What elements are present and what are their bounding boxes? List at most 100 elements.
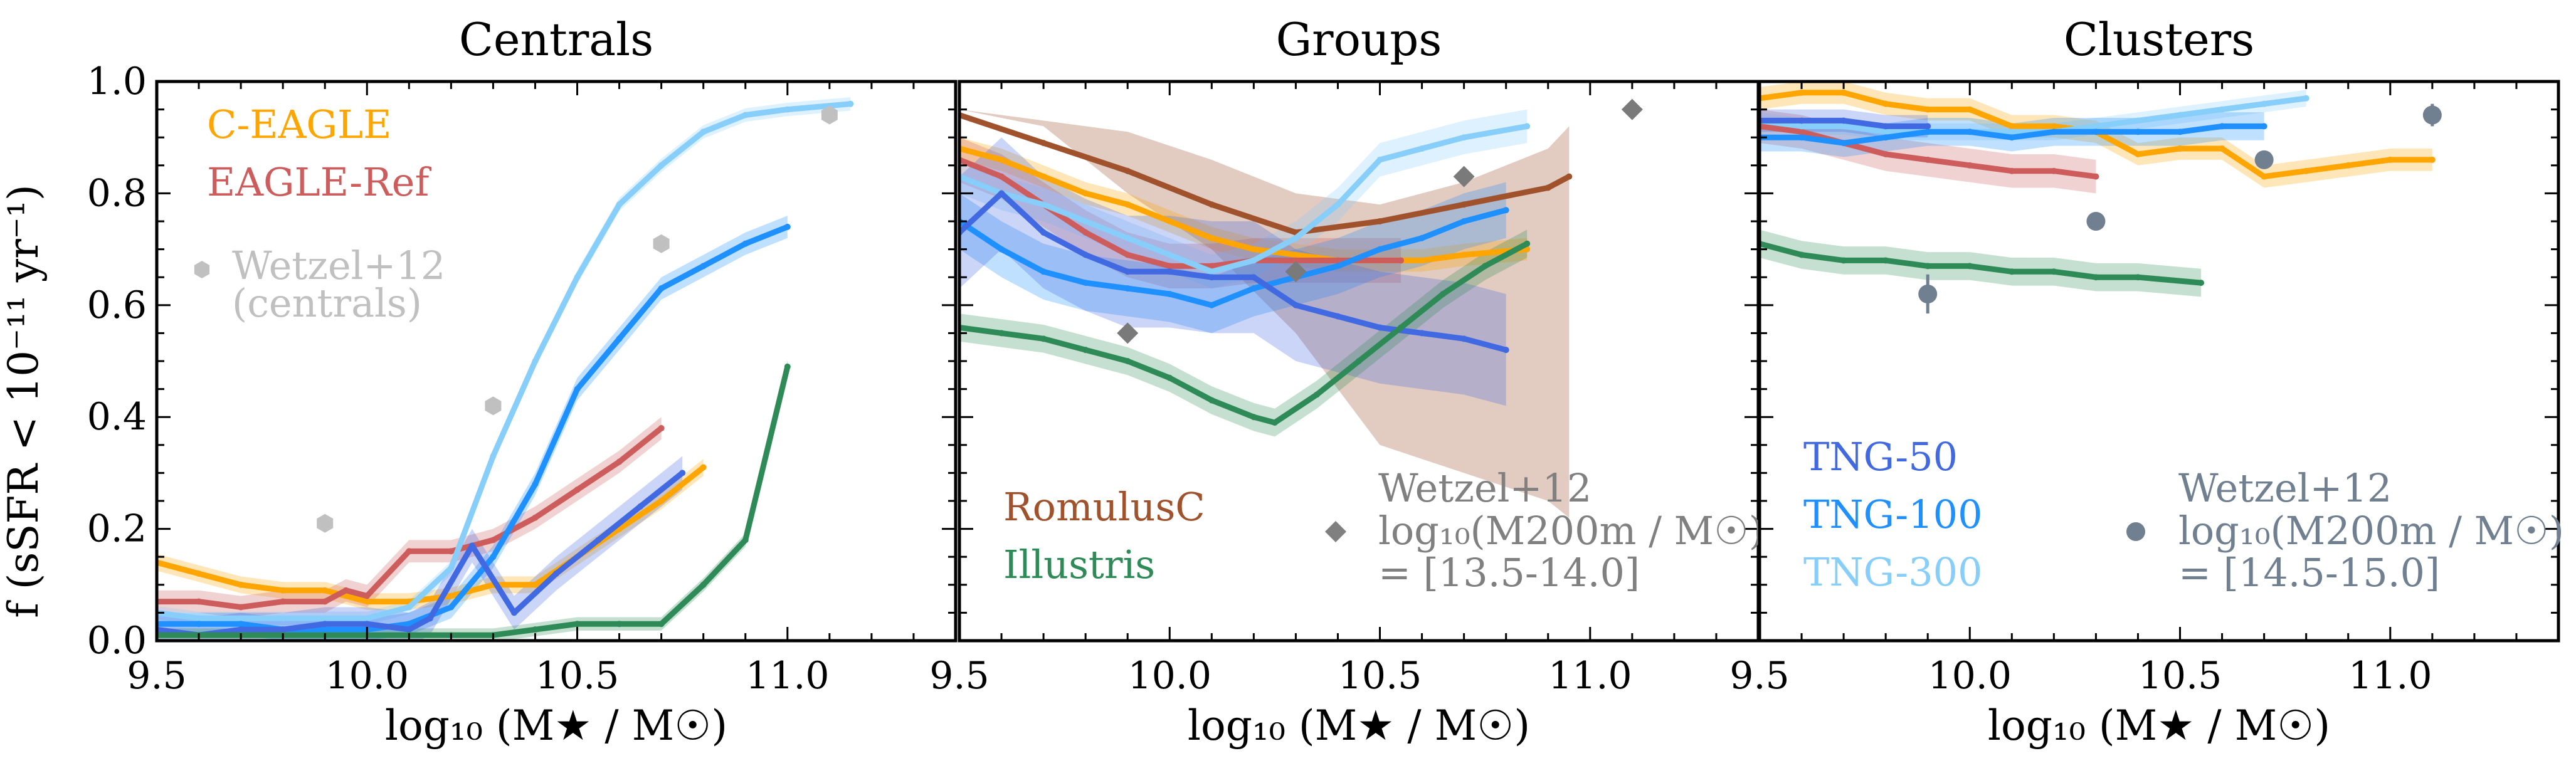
series-point bbox=[280, 626, 287, 633]
series-point bbox=[2261, 100, 2267, 107]
obs-point-diamond bbox=[1621, 98, 1643, 120]
series-point bbox=[1166, 268, 1173, 275]
series-point bbox=[1966, 106, 1973, 113]
series-point bbox=[1040, 201, 1047, 208]
series-point bbox=[1166, 374, 1173, 381]
series-point bbox=[742, 112, 749, 118]
series-point bbox=[1798, 89, 1805, 96]
series-point bbox=[1208, 397, 1215, 404]
series-point bbox=[1334, 263, 1341, 270]
series-point bbox=[1208, 268, 1215, 275]
plot-area bbox=[119, 97, 854, 641]
x-tick-label: 11.0 bbox=[1548, 654, 1632, 698]
series-point bbox=[2093, 274, 2099, 281]
series-point bbox=[532, 481, 539, 488]
series-point bbox=[658, 498, 665, 504]
obs-point-hexagon bbox=[317, 513, 334, 533]
series-point bbox=[2198, 280, 2205, 286]
obs-point-hexagon bbox=[485, 396, 502, 416]
series-point bbox=[998, 173, 1005, 180]
series-line-c-eagle bbox=[959, 145, 1528, 263]
series-point bbox=[700, 581, 707, 588]
series-point bbox=[1798, 251, 1805, 258]
series-point bbox=[1208, 234, 1215, 241]
series-point bbox=[238, 621, 245, 628]
series-point bbox=[1376, 246, 1383, 253]
series-band-eagle-ref bbox=[157, 417, 662, 619]
y-tick-label: 0.2 bbox=[87, 507, 147, 551]
obs-point-circle bbox=[2254, 150, 2274, 169]
series-point bbox=[1924, 106, 1931, 113]
series-point bbox=[1460, 218, 1467, 224]
series-line-tng-50 bbox=[157, 470, 685, 638]
series-point bbox=[2135, 274, 2141, 281]
series-point bbox=[1082, 229, 1089, 236]
series-point bbox=[2387, 156, 2394, 163]
series-point bbox=[679, 470, 686, 476]
obs-legend-marker bbox=[194, 261, 210, 278]
y-tick-label: 0.0 bbox=[87, 619, 147, 663]
series-point bbox=[2219, 106, 2225, 113]
obs-legend-sublabel: log₁₀(M200m / M☉) bbox=[1378, 508, 1764, 554]
series-point bbox=[2051, 167, 2057, 174]
series-point bbox=[700, 129, 707, 135]
series-point bbox=[2009, 134, 2015, 141]
series-point bbox=[784, 106, 791, 113]
series-point bbox=[1313, 391, 1320, 398]
panels-layer: Centrals 9.5 10.0 10.5 11.0 0.0 0.2 0.4 0.6 0.8 1.… bbox=[87, 13, 2564, 750]
y-axis-label: f (sSFR < 10⁻¹¹ yr⁻¹) bbox=[0, 184, 48, 618]
series-point bbox=[532, 514, 539, 521]
series-point bbox=[1924, 263, 1931, 270]
series-point bbox=[616, 201, 623, 208]
series-point bbox=[322, 598, 329, 605]
series-point bbox=[322, 615, 329, 622]
series-point bbox=[2219, 145, 2225, 152]
series-band-illustris bbox=[1760, 229, 2202, 297]
series-point bbox=[2135, 150, 2141, 157]
x-tick-label: 10.0 bbox=[1928, 654, 2012, 698]
series-point bbox=[2177, 129, 2183, 135]
series-point bbox=[1440, 290, 1447, 297]
series-point bbox=[2219, 123, 2225, 130]
series-point bbox=[406, 621, 413, 628]
obs-legend-range: = [13.5-14.0] bbox=[1378, 550, 1640, 596]
series-point bbox=[322, 587, 329, 594]
y-tick-label: 1.0 bbox=[87, 60, 147, 103]
series-point bbox=[1398, 324, 1405, 331]
series-point bbox=[468, 542, 475, 549]
series-point bbox=[2261, 123, 2267, 130]
series-point bbox=[1250, 257, 1257, 264]
series-point bbox=[1882, 123, 1889, 130]
series-point bbox=[448, 592, 455, 599]
obs-legend-sublabel: (centrals) bbox=[232, 280, 422, 326]
x-axis-label: log₁₀ (M★ / M☉) bbox=[385, 702, 727, 750]
series-point bbox=[1418, 257, 1425, 264]
obs-point-hexagon bbox=[119, 262, 135, 281]
series-point bbox=[1040, 173, 1047, 180]
panel-2: Clusters 9.5 10.0 10.5 11.0 log₁₀ (M★ / M☉) TN… bbox=[1729, 13, 2564, 750]
series-point bbox=[196, 598, 203, 605]
x-tick-label: 9.5 bbox=[1729, 654, 1789, 698]
series-point bbox=[2009, 123, 2015, 130]
x-tick-label: 10.0 bbox=[325, 654, 409, 698]
series-point bbox=[553, 570, 559, 577]
series-point bbox=[1082, 190, 1089, 197]
obs-point-diamond bbox=[1285, 261, 1307, 283]
obs-point-diamond bbox=[1117, 322, 1139, 344]
series-point bbox=[1082, 347, 1089, 354]
series-point bbox=[1418, 234, 1425, 241]
x-axis-label: log₁₀ (M★ / M☉) bbox=[1188, 702, 1530, 750]
obs-point-circle bbox=[1918, 284, 1938, 303]
series-point bbox=[1924, 156, 1931, 163]
series-point bbox=[637, 503, 644, 510]
series-point bbox=[364, 615, 371, 622]
series-band-tng-50 bbox=[959, 137, 1506, 406]
obs-legend-marker bbox=[2126, 522, 2145, 541]
series-point bbox=[406, 604, 413, 611]
series-point bbox=[1882, 257, 1889, 264]
x-tick-label: 11.0 bbox=[746, 654, 830, 698]
series-point bbox=[490, 453, 497, 460]
series-point bbox=[1292, 251, 1299, 258]
series-point bbox=[616, 621, 623, 628]
